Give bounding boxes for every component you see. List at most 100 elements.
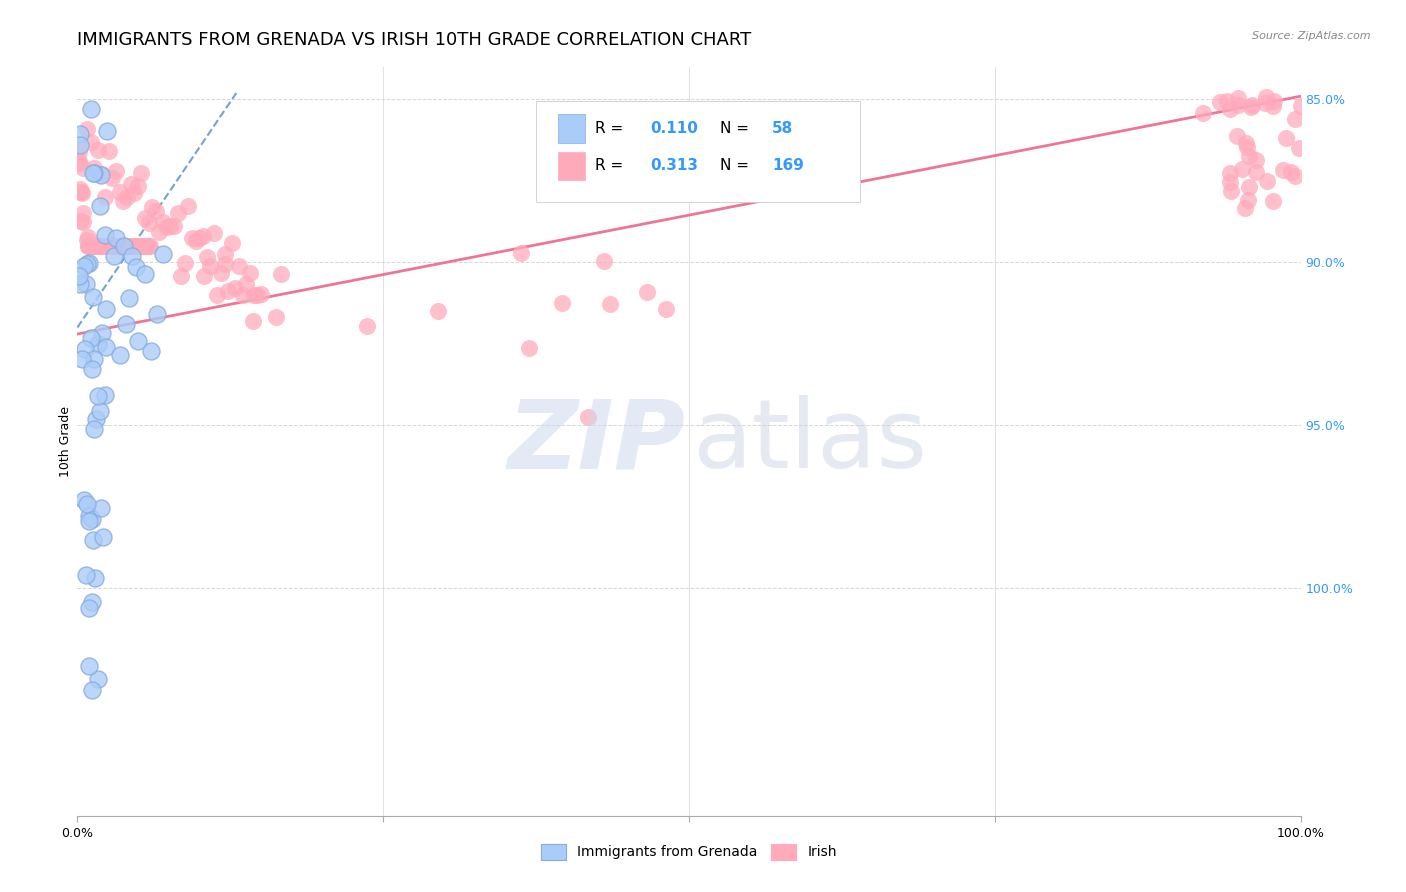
Point — [1263, 94, 1285, 108]
Point — [72, 215, 94, 229]
Point — [195, 250, 218, 264]
Point — [120, 239, 142, 253]
Text: IMMIGRANTS FROM GRENADA VS IRISH 10TH GRADE CORRELATION CHART: IMMIGRANTS FROM GRENADA VS IRISH 10TH GR… — [77, 31, 752, 49]
Point — [69, 138, 91, 153]
Point — [1279, 165, 1302, 179]
Point — [235, 277, 257, 292]
Point — [128, 239, 150, 253]
Point — [134, 211, 156, 226]
Point — [250, 287, 273, 301]
Point — [131, 239, 153, 253]
Point — [82, 511, 104, 525]
Point — [1263, 194, 1285, 208]
Point — [103, 249, 125, 263]
Point — [1256, 173, 1278, 187]
Point — [139, 344, 162, 359]
Point — [1234, 136, 1257, 150]
Point — [214, 257, 236, 271]
Point — [91, 326, 114, 341]
Point — [112, 194, 135, 209]
Point — [80, 595, 103, 609]
Point — [111, 239, 134, 253]
Point — [1288, 141, 1310, 155]
Point — [127, 178, 149, 193]
Point — [1244, 165, 1267, 179]
Point — [82, 166, 104, 180]
Point — [90, 167, 112, 181]
Point — [76, 498, 98, 512]
Point — [90, 501, 112, 516]
Point — [163, 219, 186, 233]
Point — [77, 659, 100, 673]
Point — [105, 231, 128, 245]
Point — [76, 122, 98, 136]
Point — [120, 177, 142, 191]
Point — [73, 493, 96, 508]
Point — [115, 239, 138, 253]
Point — [576, 409, 599, 424]
Point — [108, 239, 131, 253]
Point — [202, 226, 225, 240]
Point — [80, 239, 103, 253]
Point — [83, 161, 105, 176]
FancyBboxPatch shape — [536, 101, 860, 202]
Point — [145, 203, 167, 218]
Point — [510, 246, 533, 260]
Point — [84, 239, 107, 253]
Point — [1219, 165, 1241, 179]
Point — [1232, 162, 1254, 177]
Point — [100, 239, 122, 253]
Point — [127, 239, 149, 253]
Point — [141, 200, 163, 214]
Point — [96, 124, 118, 138]
Point — [1219, 175, 1241, 189]
Point — [105, 164, 128, 178]
Point — [70, 186, 93, 200]
Text: N =: N = — [720, 158, 754, 173]
Point — [84, 570, 107, 584]
Point — [125, 260, 148, 274]
Point — [82, 289, 104, 303]
Point — [127, 239, 149, 253]
Point — [122, 239, 145, 253]
Point — [91, 530, 114, 544]
Point — [108, 185, 131, 199]
Point — [87, 144, 110, 158]
Point — [134, 239, 156, 253]
Point — [264, 310, 287, 324]
Text: R =: R = — [595, 120, 628, 136]
Point — [93, 239, 115, 253]
Point — [77, 509, 100, 524]
Point — [134, 267, 156, 281]
Point — [72, 206, 94, 220]
Point — [97, 239, 120, 253]
Point — [67, 153, 90, 168]
Point — [1219, 102, 1241, 116]
Point — [108, 348, 131, 362]
Point — [79, 135, 101, 149]
Text: 0.313: 0.313 — [650, 158, 697, 173]
Point — [239, 266, 262, 280]
Point — [91, 239, 114, 253]
Point — [242, 288, 264, 302]
Point — [69, 182, 91, 196]
Point — [76, 239, 98, 253]
Point — [89, 404, 111, 418]
Point — [73, 259, 96, 273]
Point — [1254, 95, 1277, 110]
Point — [1233, 201, 1256, 215]
Point — [118, 291, 141, 305]
Text: N =: N = — [720, 120, 754, 136]
Point — [148, 225, 170, 239]
Point — [69, 127, 91, 141]
Point — [90, 168, 112, 182]
Point — [1239, 149, 1261, 163]
Point — [98, 239, 121, 253]
Point — [80, 239, 103, 253]
Point — [87, 239, 110, 253]
Point — [242, 314, 264, 328]
Point — [124, 239, 146, 253]
Point — [198, 259, 221, 273]
Point — [232, 288, 254, 302]
Point — [118, 239, 141, 253]
